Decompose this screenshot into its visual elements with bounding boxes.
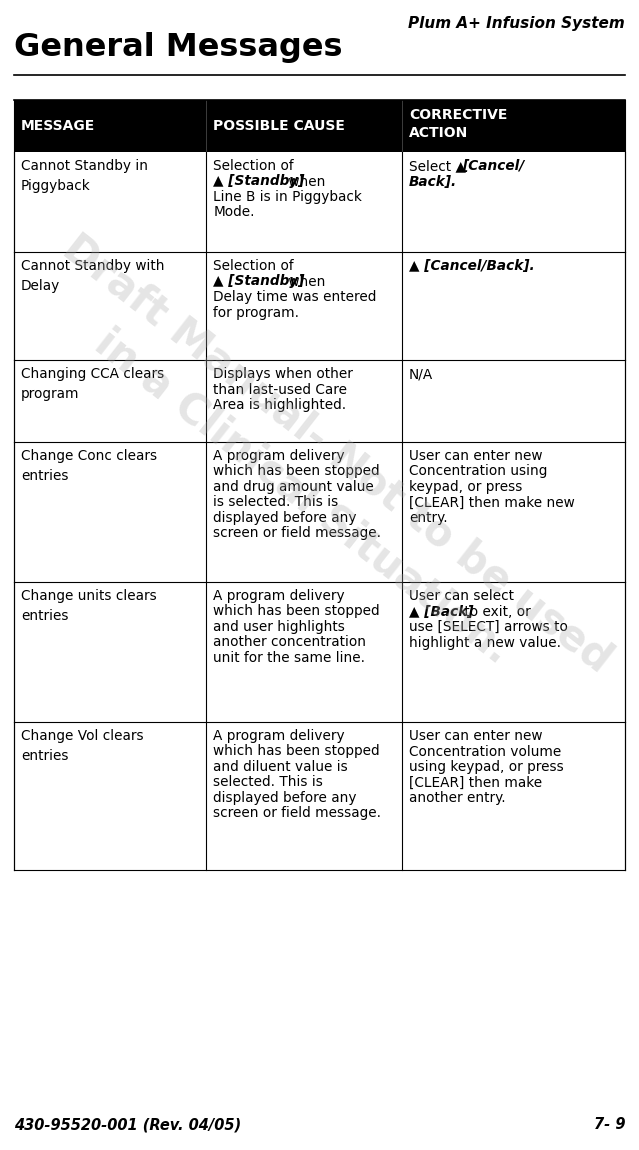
Bar: [14, 360, 625, 442]
Text: and user highlights: and user highlights: [213, 620, 345, 634]
Text: and diluent value is: and diluent value is: [213, 760, 348, 774]
Text: POSSIBLE CAUSE: POSSIBLE CAUSE: [213, 118, 345, 133]
Text: User can enter new: User can enter new: [409, 448, 543, 463]
Text: keypad, or press: keypad, or press: [409, 480, 522, 494]
Text: when: when: [284, 275, 325, 289]
Text: ▲ [Standby]: ▲ [Standby]: [213, 175, 305, 189]
Text: and drug amount value: and drug amount value: [213, 480, 374, 494]
Text: to exit, or: to exit, or: [460, 605, 531, 619]
Text: 7- 9: 7- 9: [594, 1117, 625, 1132]
Bar: [14, 252, 625, 360]
Text: which has been stopped: which has been stopped: [213, 744, 380, 759]
Text: User can select: User can select: [409, 589, 514, 603]
Text: Concentration using: Concentration using: [409, 465, 548, 478]
Text: entry.: entry.: [409, 511, 447, 526]
Text: Change Conc clears
entries: Change Conc clears entries: [21, 448, 157, 483]
Bar: [14, 722, 625, 871]
Text: for program.: for program.: [213, 306, 300, 320]
Text: Area is highlighted.: Area is highlighted.: [213, 398, 346, 412]
Text: Cannot Standby with
Delay: Cannot Standby with Delay: [21, 259, 164, 293]
Text: Plum A+ Infusion System: Plum A+ Infusion System: [408, 16, 625, 31]
Text: Selection of: Selection of: [213, 259, 294, 273]
Text: another concentration: another concentration: [213, 636, 366, 650]
Text: when: when: [284, 175, 325, 189]
Text: General Messages: General Messages: [14, 32, 343, 63]
Text: is selected. This is: is selected. This is: [213, 496, 339, 509]
Text: [Cancel/: [Cancel/: [462, 159, 524, 172]
Bar: [14, 152, 625, 252]
Text: than last-used Care: than last-used Care: [213, 383, 348, 397]
Text: use [SELECT] arrows to: use [SELECT] arrows to: [409, 620, 568, 634]
Text: Select ▲: Select ▲: [409, 159, 470, 172]
Text: Selection of: Selection of: [213, 159, 294, 172]
Text: User can enter new: User can enter new: [409, 729, 543, 743]
Text: which has been stopped: which has been stopped: [213, 465, 380, 478]
Text: A program delivery: A program delivery: [213, 729, 345, 743]
Text: Change Vol clears
entries: Change Vol clears entries: [21, 729, 144, 764]
Text: unit for the same line.: unit for the same line.: [213, 651, 366, 665]
Text: ▲ [Cancel/Back].: ▲ [Cancel/Back].: [409, 259, 535, 273]
Text: displayed before any: displayed before any: [213, 511, 357, 526]
Text: [CLEAR] then make new: [CLEAR] then make new: [409, 496, 574, 509]
Text: A program delivery: A program delivery: [213, 448, 345, 463]
Text: MESSAGE: MESSAGE: [21, 118, 95, 133]
Text: another entry.: another entry.: [409, 791, 505, 805]
Text: Delay time was entered: Delay time was entered: [213, 290, 377, 304]
Text: N/A: N/A: [409, 367, 433, 381]
Text: which has been stopped: which has been stopped: [213, 605, 380, 619]
Text: 430-95520-001 (Rev. 04/05): 430-95520-001 (Rev. 04/05): [14, 1117, 241, 1132]
Text: Cannot Standby in
Piggyback: Cannot Standby in Piggyback: [21, 159, 148, 193]
Text: displayed before any: displayed before any: [213, 791, 357, 805]
Text: CORRECTIVE
ACTION: CORRECTIVE ACTION: [409, 108, 507, 140]
Text: using keypad, or press: using keypad, or press: [409, 760, 564, 774]
Text: Line B is in Piggyback: Line B is in Piggyback: [213, 190, 362, 204]
Bar: [14, 582, 625, 722]
Text: ▲ [Standby]: ▲ [Standby]: [213, 275, 305, 289]
Text: Change units clears
entries: Change units clears entries: [21, 589, 157, 623]
Text: A program delivery: A program delivery: [213, 589, 345, 603]
Text: Mode.: Mode.: [213, 206, 255, 220]
Text: highlight a new value.: highlight a new value.: [409, 636, 561, 650]
Text: Back].: Back].: [409, 175, 457, 189]
Text: Concentration volume: Concentration volume: [409, 744, 561, 759]
Text: selected. This is: selected. This is: [213, 775, 323, 790]
Text: screen or field message.: screen or field message.: [213, 806, 381, 820]
Text: screen or field message.: screen or field message.: [213, 527, 381, 540]
Text: Displays when other: Displays when other: [213, 367, 353, 381]
Text: Changing CCA clears
program: Changing CCA clears program: [21, 367, 164, 401]
Text: [CLEAR] then make: [CLEAR] then make: [409, 775, 542, 790]
Bar: [14, 442, 625, 582]
Bar: [14, 100, 625, 152]
Text: Draft Manual- Not to be used
in a Clinical Situation.: Draft Manual- Not to be used in a Clinic…: [20, 227, 619, 724]
Text: ▲ [Back]: ▲ [Back]: [409, 605, 473, 619]
